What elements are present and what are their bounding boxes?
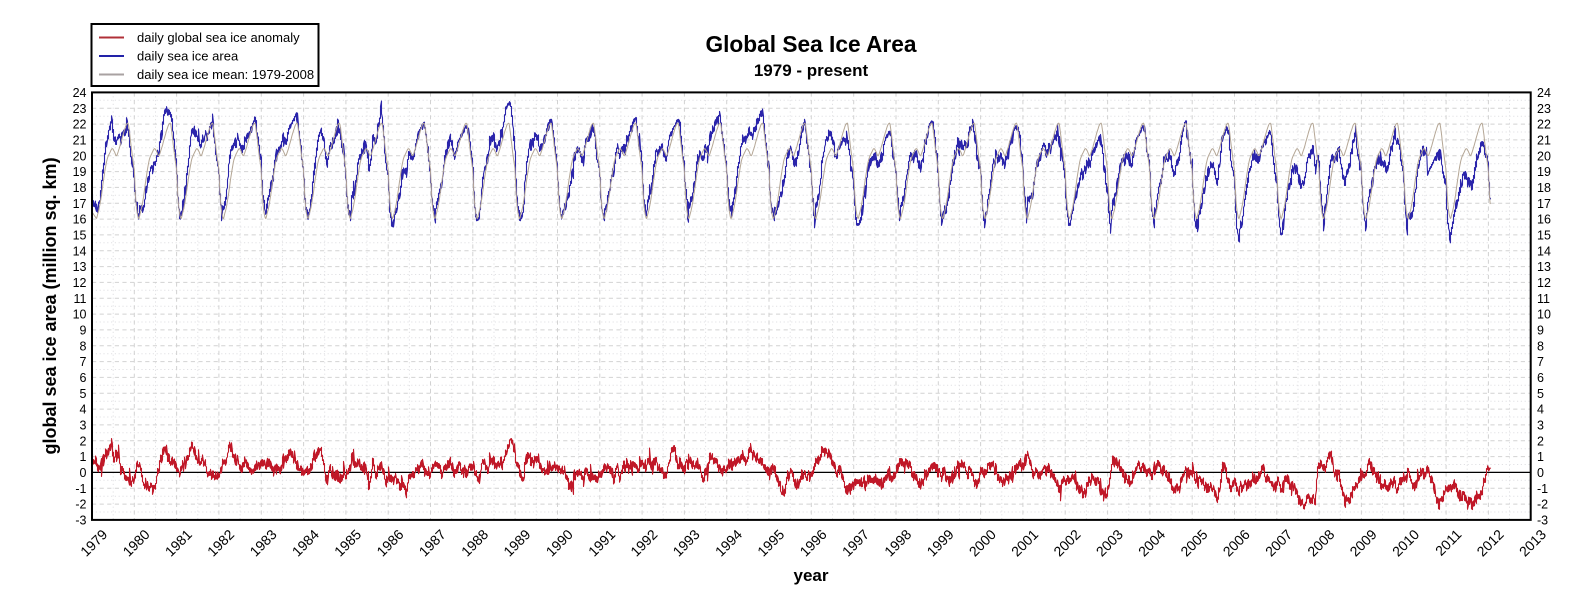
svg-text:21: 21 [1537,134,1551,148]
svg-text:13: 13 [73,260,87,274]
svg-text:18: 18 [73,181,87,195]
svg-text:6: 6 [80,371,87,385]
svg-text:2: 2 [80,434,87,448]
svg-text:-1: -1 [75,482,86,496]
svg-text:16: 16 [73,213,87,227]
svg-text:3: 3 [1537,419,1544,433]
svg-text:12: 12 [73,276,87,290]
svg-text:7: 7 [80,355,87,369]
svg-text:daily sea ice area: daily sea ice area [137,49,239,64]
svg-text:24: 24 [1537,86,1551,100]
svg-text:14: 14 [1537,244,1551,258]
svg-text:5: 5 [80,387,87,401]
svg-text:2: 2 [1537,434,1544,448]
svg-text:0: 0 [1537,466,1544,480]
svg-text:12: 12 [1537,276,1551,290]
svg-text:4: 4 [80,403,87,417]
svg-text:17: 17 [73,197,87,211]
svg-text:20: 20 [73,149,87,163]
svg-text:13: 13 [1537,260,1551,274]
svg-text:0: 0 [80,466,87,480]
svg-text:daily sea ice mean: 1979-2008: daily sea ice mean: 1979-2008 [137,67,314,82]
svg-text:23: 23 [73,102,87,116]
svg-text:19: 19 [73,165,87,179]
svg-text:8: 8 [80,339,87,353]
svg-text:22: 22 [73,118,87,132]
svg-text:-3: -3 [75,514,86,528]
svg-text:1: 1 [1537,450,1544,464]
svg-text:Global Sea Ice Area: Global Sea Ice Area [705,31,916,57]
svg-text:16: 16 [1537,213,1551,227]
svg-text:11: 11 [1537,292,1550,306]
svg-text:15: 15 [1537,229,1551,243]
svg-text:year: year [794,566,829,585]
svg-text:global sea ice area (million s: global sea ice area (million sq. km) [40,157,60,454]
svg-text:24: 24 [73,86,87,100]
svg-text:21: 21 [73,134,87,148]
svg-text:9: 9 [80,324,87,338]
svg-text:7: 7 [1537,355,1544,369]
svg-text:-2: -2 [1537,498,1548,512]
svg-text:22: 22 [1537,118,1551,132]
svg-text:5: 5 [1537,387,1544,401]
svg-text:23: 23 [1537,102,1551,116]
svg-text:9: 9 [1537,324,1544,338]
svg-text:10: 10 [73,308,87,322]
svg-text:-1: -1 [1537,482,1548,496]
svg-text:-3: -3 [1537,514,1548,528]
svg-text:1979 - present: 1979 - present [754,61,869,80]
svg-text:17: 17 [1537,197,1551,211]
svg-text:15: 15 [73,229,87,243]
svg-text:1: 1 [80,450,87,464]
svg-text:18: 18 [1537,181,1551,195]
svg-text:20: 20 [1537,149,1551,163]
svg-text:8: 8 [1537,339,1544,353]
svg-text:19: 19 [1537,165,1551,179]
svg-text:10: 10 [1537,308,1551,322]
svg-text:11: 11 [74,292,87,306]
svg-text:4: 4 [1537,403,1544,417]
svg-text:3: 3 [80,419,87,433]
svg-text:6: 6 [1537,371,1544,385]
svg-text:-2: -2 [75,498,86,512]
svg-text:daily global sea ice anomaly: daily global sea ice anomaly [137,30,300,45]
svg-text:14: 14 [73,244,87,258]
